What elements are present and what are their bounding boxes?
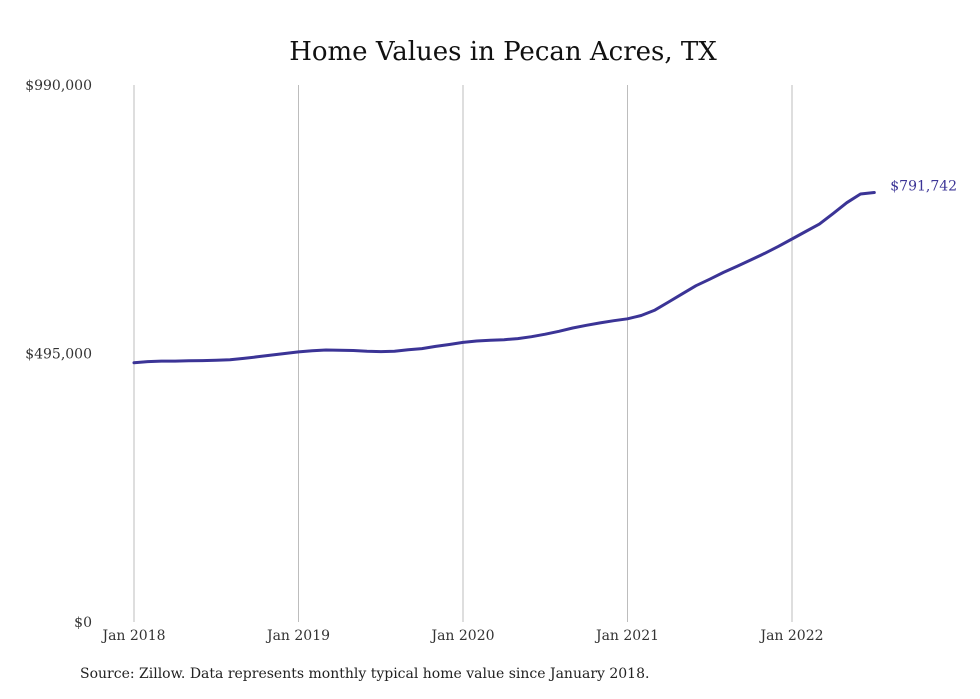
y-tick-label: $990,000 bbox=[25, 78, 92, 94]
x-axis-ticks: Jan 2018 Jan 2019 Jan 2020 Jan 2021 Jan 2022 bbox=[100, 628, 823, 644]
y-tick-label: $495,000 bbox=[25, 347, 92, 363]
x-tick-label: Jan 2022 bbox=[758, 628, 823, 644]
chart-title: Home Values in Pecan Acres, TX bbox=[289, 37, 717, 67]
x-tick-label: Jan 2018 bbox=[100, 628, 165, 644]
gridlines bbox=[133, 85, 793, 622]
x-tick-label: Jan 2021 bbox=[594, 628, 659, 644]
series-line bbox=[132, 191, 876, 365]
end-value-label: $791,742 bbox=[890, 179, 957, 195]
source-note: Source: Zillow. Data represents monthly … bbox=[80, 666, 650, 682]
x-tick-label: Jan 2019 bbox=[265, 628, 330, 644]
series-line-layer bbox=[132, 191, 876, 365]
x-tick-label: Jan 2020 bbox=[429, 628, 494, 644]
y-axis-ticks: $0 $495,000 $990,000 bbox=[25, 78, 92, 631]
y-tick-label: $0 bbox=[74, 615, 92, 631]
